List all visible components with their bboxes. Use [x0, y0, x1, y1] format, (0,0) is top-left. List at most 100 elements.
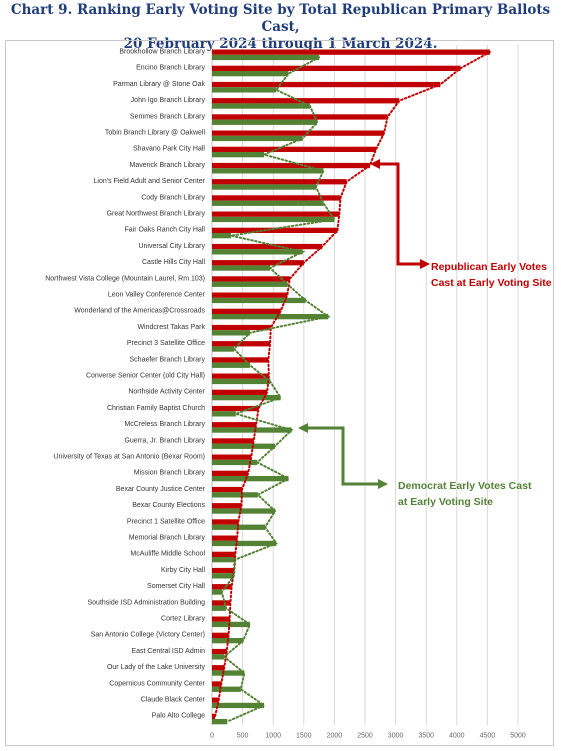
democrat-bar [212, 314, 329, 320]
category-label: Bexar County Elections [132, 502, 205, 509]
democrat-bar [212, 621, 250, 628]
category-label: Memorial Branch Library [129, 535, 206, 542]
category-label: East Central ISD Admin [131, 648, 205, 655]
democrat-bar [212, 103, 310, 109]
democrat-bar [212, 557, 236, 563]
category-label: Claude Black Center [141, 697, 206, 704]
category-label: Brookhollow Branch Library [119, 49, 205, 56]
category-label: Converse Senior Center (old City Hall) [86, 373, 205, 380]
republican-bar [212, 324, 271, 331]
democrat-bar [212, 654, 225, 660]
republican-bar [212, 130, 384, 136]
republican-bar [212, 179, 347, 185]
republican-bar [212, 114, 388, 120]
chart-frame [5, 40, 554, 746]
category-label: Windcrest Takas Park [137, 324, 205, 331]
category-label: Kirby City Hall [161, 567, 205, 574]
republican-bar [212, 535, 238, 541]
republican-bar [212, 292, 288, 298]
x-tick-label: 3500 [418, 732, 434, 739]
category-label: Mission Branch Library [134, 470, 206, 477]
republican-bar [212, 65, 461, 71]
trendline-layer [214, 51, 491, 723]
democrat-bar [212, 233, 231, 239]
democrat-bar [212, 297, 306, 304]
x-tick-label: 4000 [449, 732, 465, 739]
republican-bar [212, 389, 268, 395]
republican-bar [212, 243, 323, 250]
democrat-bar [212, 216, 335, 223]
republican-bar [212, 405, 259, 412]
democrat-arrow-line [304, 426, 382, 486]
category-label: Tobin Branch Library @ Oakwell [105, 130, 206, 137]
republican-bar [212, 49, 490, 55]
x-axis-ticks: 0 500 1000 1500 2000 2500 3000 3500 4000 4500 5000 [210, 732, 526, 739]
category-label: Somerset City Hall [147, 583, 205, 590]
democrat-bar [212, 540, 277, 547]
category-label: Precinct 3 Satellite Office [127, 340, 205, 347]
democrat-bar [212, 54, 320, 61]
x-tick-label: 5000 [510, 732, 526, 739]
republican-bar [212, 276, 290, 282]
democrat-bar [212, 427, 292, 433]
democrat-annotation-line1: Democrat Early Votes Cast [398, 480, 532, 492]
category-label: Our Lady of the Lake University [107, 664, 206, 671]
democrat-bar [212, 346, 235, 352]
democrat-bar [212, 476, 289, 482]
republican-bar [212, 195, 341, 201]
x-tick-label: 3000 [388, 732, 404, 739]
republican-bar [212, 211, 340, 217]
democrat-bar [212, 71, 289, 77]
democrat-bar [212, 135, 303, 142]
democrat-bar [212, 605, 227, 611]
category-labels: Brookhollow Branch Library Encino Branch … [45, 49, 205, 720]
democrat-arrow-tail [378, 479, 388, 489]
category-label: Castle Hills City Hall [142, 259, 205, 266]
category-label: University of Texas at San Antonio (Bexa… [53, 454, 205, 461]
democrat-bar [212, 508, 276, 514]
republican-arrow-tail [420, 259, 430, 269]
democrat-bar [212, 459, 258, 466]
republican-trendline [214, 51, 491, 718]
democrat-bar [212, 719, 228, 725]
republican-annotation-line2: Cast at Early Voting Site [431, 277, 552, 289]
category-label: Precinct 1 Satellite Office [127, 518, 205, 525]
chart-title-line1: Chart 9. Ranking Early Voting Site by To… [10, 2, 551, 35]
democrat-bar [212, 152, 265, 158]
democrat-bar [212, 492, 258, 498]
democrat-bar [212, 411, 236, 417]
republican-bar [212, 616, 230, 622]
republican-bar [212, 260, 304, 266]
republican-arrow-line [376, 162, 425, 266]
category-label: Leon Valley Conference Center [108, 292, 206, 299]
category-label: Cody Branch Library [141, 194, 205, 201]
category-label: McAuliffe Middle School [130, 551, 205, 558]
democrat-bar [212, 87, 277, 93]
category-label: Schaefer Branch Library [130, 356, 206, 363]
bars-layer [212, 49, 490, 725]
republican-bar [212, 308, 281, 314]
republican-bar [212, 600, 231, 606]
democrat-bar [212, 378, 271, 385]
category-label: Southside ISD Administration Building [87, 599, 205, 606]
democrat-bar [212, 249, 303, 255]
category-label: Lion's Field Adult and Senior Center [94, 178, 206, 185]
category-label: Bexar County Justice Center [116, 486, 206, 493]
category-label: Christian Family Baptist Church [107, 405, 205, 412]
republican-bar [212, 567, 235, 574]
republican-bar [212, 162, 370, 169]
category-label: Palo Alto College [152, 713, 205, 720]
category-label: Maverick Branch Library [130, 162, 206, 169]
democrat-bar [212, 330, 250, 336]
republican-bar [212, 632, 229, 638]
democrat-bar [212, 443, 276, 449]
democrat-bar [212, 168, 324, 174]
republican-bar [212, 438, 254, 444]
democrat-annotation-line2: at Early Voting Site [398, 496, 493, 508]
republican-bar [212, 486, 242, 493]
x-tick-label: 2000 [327, 732, 343, 739]
republican-bar [212, 470, 249, 476]
category-label: John Igo Branch Library [131, 97, 206, 104]
democrat-bar [212, 184, 317, 190]
category-label: Cortez Library [161, 616, 205, 623]
